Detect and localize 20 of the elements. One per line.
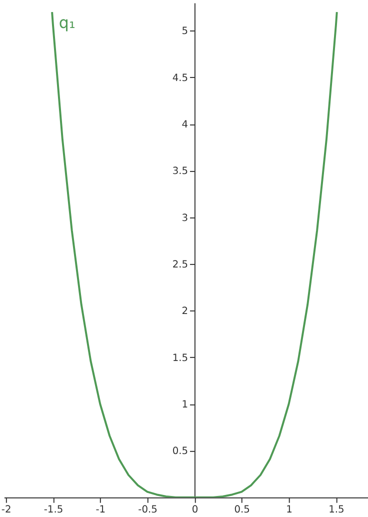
y-tick-label: 3 [182,212,188,224]
y-tick-label: 1 [182,400,188,411]
x-tick-label: -1 [96,504,106,516]
line-series [51,11,338,498]
x-tick-label: -2 [1,504,12,516]
y-tick-label: 3.5 [172,166,188,178]
x-tick-label: 1.5 [328,504,344,516]
y-tick-label: 1.5 [172,352,188,364]
x-tick-label: 0 [192,504,198,516]
y-tick-label: 4 [182,120,188,131]
y-tick-label: 4.5 [172,72,188,84]
series-label: q₁ [58,13,76,32]
y-tick-label: 0.5 [172,446,188,458]
x-tick-label: -0.5 [138,504,158,516]
y-tick-label: 2 [182,306,188,318]
x-tick-label: -1.5 [44,504,64,516]
y-tick-label: 5 [182,26,188,38]
x-tick-label: 0.5 [234,504,250,516]
y-tick-label: 2.5 [172,260,188,271]
x-tick-label: 1 [286,504,292,516]
